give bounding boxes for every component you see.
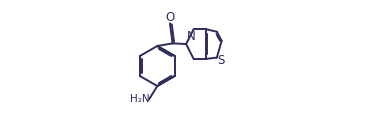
Text: H₂N: H₂N <box>130 94 149 104</box>
Text: O: O <box>165 11 174 24</box>
Text: N: N <box>187 30 196 43</box>
Text: S: S <box>217 54 224 67</box>
